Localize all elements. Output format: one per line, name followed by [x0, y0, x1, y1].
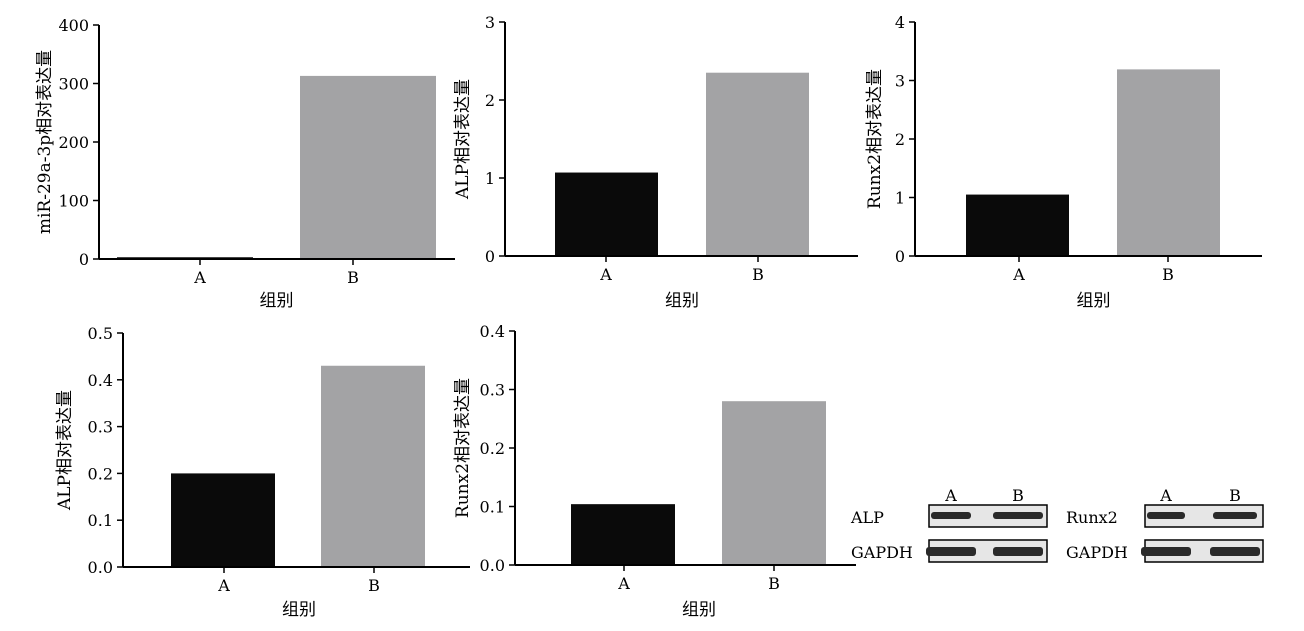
y-tick-label: 0.0 — [480, 556, 505, 575]
lane-label-a: A — [1159, 486, 1172, 505]
western-blot-2: A B Runx2 GAPDH — [1066, 486, 1264, 563]
blot-row-label-gapdh: GAPDH — [851, 543, 913, 562]
y-tick-label: 2 — [485, 91, 495, 110]
category-label-a: A — [1012, 265, 1025, 284]
category-label-a: A — [217, 576, 230, 595]
blot-band-a — [1141, 547, 1191, 556]
y-axis-title: miR-29a-3p相对表达量 — [35, 50, 55, 234]
y-tick-label: 0.2 — [88, 464, 113, 483]
y-tick-label: 0.4 — [88, 371, 113, 390]
bar-b — [1117, 69, 1220, 256]
blot-strip — [928, 504, 1048, 528]
blot-row-label-gapdh: GAPDH — [1066, 543, 1128, 562]
bar-b — [300, 75, 436, 260]
category-label-a: A — [617, 574, 630, 593]
chart-panel-2: 0 1 2 3 A B 组别 ALP相对表达量 — [453, 13, 858, 311]
category-label-b: B — [1162, 265, 1174, 284]
blot-band-a — [931, 512, 971, 519]
lane-label-b: B — [1229, 486, 1241, 505]
y-tick-label: 0.1 — [480, 498, 505, 517]
blot-band-b — [993, 512, 1043, 519]
y-tick-label: 3 — [485, 13, 495, 32]
lane-label-a: A — [944, 486, 957, 505]
chart-panel-3: 0 1 2 3 4 A B 组别 Runx2相对表达量 — [865, 13, 1262, 311]
y-axis-title: Runx2相对表达量 — [865, 69, 885, 209]
chart-panel-5: 0.0 0.1 0.2 0.3 0.4 A B 组别 Runx2相对表达量 — [453, 322, 856, 620]
y-tick-label: 4 — [895, 13, 905, 32]
blot-band-b — [1213, 512, 1257, 519]
x-axis-title: 组别 — [682, 600, 716, 620]
y-tick-label: 0 — [79, 250, 89, 269]
y-axis-title: ALP相对表达量 — [55, 390, 75, 511]
x-axis-title: 组别 — [665, 291, 699, 311]
chart-panel-4: 0.0 0.1 0.2 0.3 0.4 0.5 A B 组别 ALP相对表达量 — [55, 324, 470, 620]
y-tick-label: 300 — [58, 75, 89, 94]
y-tick-label: 0.2 — [480, 439, 505, 458]
category-label-b: B — [768, 574, 780, 593]
category-label-a: A — [193, 268, 206, 287]
bar-a — [171, 473, 275, 567]
y-tick-label: 0.4 — [480, 322, 505, 341]
bar-a — [555, 172, 658, 256]
chart-panel-1: 0 100 200 300 400 A B 组别 miR-29a-3p相对表达量 — [35, 16, 455, 311]
y-tick-label: 3 — [895, 72, 905, 91]
category-label-a: A — [599, 265, 612, 284]
y-tick-label: 1 — [895, 189, 905, 208]
blot-band-a — [926, 547, 976, 556]
bar-a — [571, 504, 675, 565]
bar-b — [321, 365, 425, 567]
blot-strip — [1144, 504, 1264, 528]
y-tick-label: 0.3 — [88, 418, 113, 437]
western-blot-1: A B ALP GAPDH — [850, 486, 1048, 563]
y-axis-title: Runx2相对表达量 — [453, 378, 473, 518]
y-axis-title: ALP相对表达量 — [453, 79, 473, 200]
category-label-b: B — [368, 576, 380, 595]
lane-label-b: B — [1012, 486, 1024, 505]
x-axis-title: 组别 — [282, 600, 316, 620]
category-label-b: B — [752, 265, 764, 284]
blot-row-label-runx2: Runx2 — [1066, 508, 1118, 527]
x-axis-title: 组别 — [1077, 291, 1111, 311]
blot-row-label-alp: ALP — [850, 508, 884, 527]
bar-b — [722, 401, 826, 565]
bar-a — [966, 194, 1069, 256]
category-label-b: B — [347, 268, 359, 287]
blot-band-b — [1210, 547, 1260, 556]
y-tick-label: 1 — [485, 169, 495, 188]
blot-band-b — [993, 547, 1043, 556]
y-tick-label: 0.0 — [88, 558, 113, 577]
y-tick-label: 0.1 — [88, 511, 113, 530]
y-tick-label: 0 — [895, 247, 905, 266]
x-axis-title: 组别 — [260, 291, 294, 311]
bar-b — [706, 72, 809, 256]
y-tick-label: 0.5 — [88, 324, 113, 343]
y-tick-label: 2 — [895, 130, 905, 149]
y-tick-label: 400 — [58, 16, 89, 35]
y-tick-label: 0.3 — [480, 381, 505, 400]
y-tick-label: 200 — [58, 133, 89, 152]
y-tick-label: 100 — [58, 192, 89, 211]
blot-band-a — [1147, 512, 1185, 519]
y-tick-label: 0 — [485, 247, 495, 266]
